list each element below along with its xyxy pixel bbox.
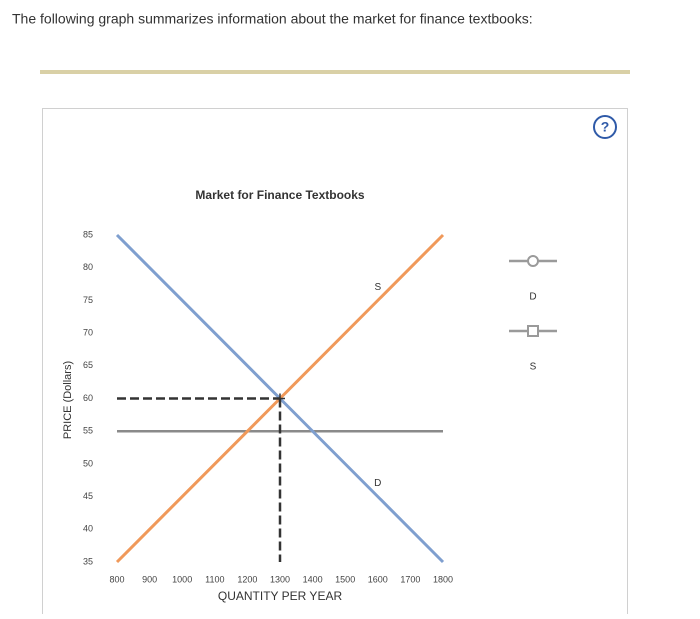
legend-marker [527, 255, 539, 267]
y-axis-label: PRICE (Dollars) [62, 361, 74, 439]
chart-title: Market for Finance Textbooks [195, 188, 364, 202]
y-tick-label: 45 [83, 491, 93, 501]
y-tick-label: 40 [83, 524, 93, 534]
chart-panel [42, 108, 628, 619]
x-tick-label: 1400 [303, 574, 323, 584]
y-tick-label: 70 [83, 327, 93, 337]
x-tick-label: 1100 [205, 574, 224, 584]
curve-label: S [374, 282, 381, 293]
y-tick-label: 60 [83, 393, 93, 403]
curve-label: D [374, 478, 381, 489]
x-tick-label: 1600 [368, 574, 388, 584]
y-tick-label: 65 [83, 360, 93, 370]
y-tick-label: 55 [83, 426, 93, 436]
legend-marker [527, 325, 539, 337]
x-tick-label: 1800 [433, 574, 453, 584]
x-axis-label: QUANTITY PER YEAR [218, 589, 343, 603]
y-tick-label: 50 [83, 458, 93, 468]
help-button[interactable] [593, 115, 617, 139]
legend-label: S [530, 362, 537, 373]
x-tick-label: 1200 [237, 574, 257, 584]
x-tick-label: 1500 [335, 574, 355, 584]
prompt: The following graph summarizes informati… [12, 11, 533, 27]
legend-label: D [529, 292, 536, 303]
equilibrium-cross [275, 393, 285, 404]
y-tick-label: 75 [83, 295, 93, 305]
x-tick-label: 900 [142, 574, 157, 584]
y-tick-label: 35 [83, 556, 93, 566]
divider [40, 70, 630, 74]
x-tick-label: 1000 [172, 574, 192, 584]
y-tick-label: 80 [83, 262, 93, 272]
x-tick-label: 800 [109, 574, 124, 584]
y-tick-label: 85 [83, 229, 93, 239]
x-tick-label: 1300 [270, 574, 290, 584]
help-icon[interactable]: ? [601, 119, 610, 135]
x-tick-label: 1700 [400, 574, 420, 584]
